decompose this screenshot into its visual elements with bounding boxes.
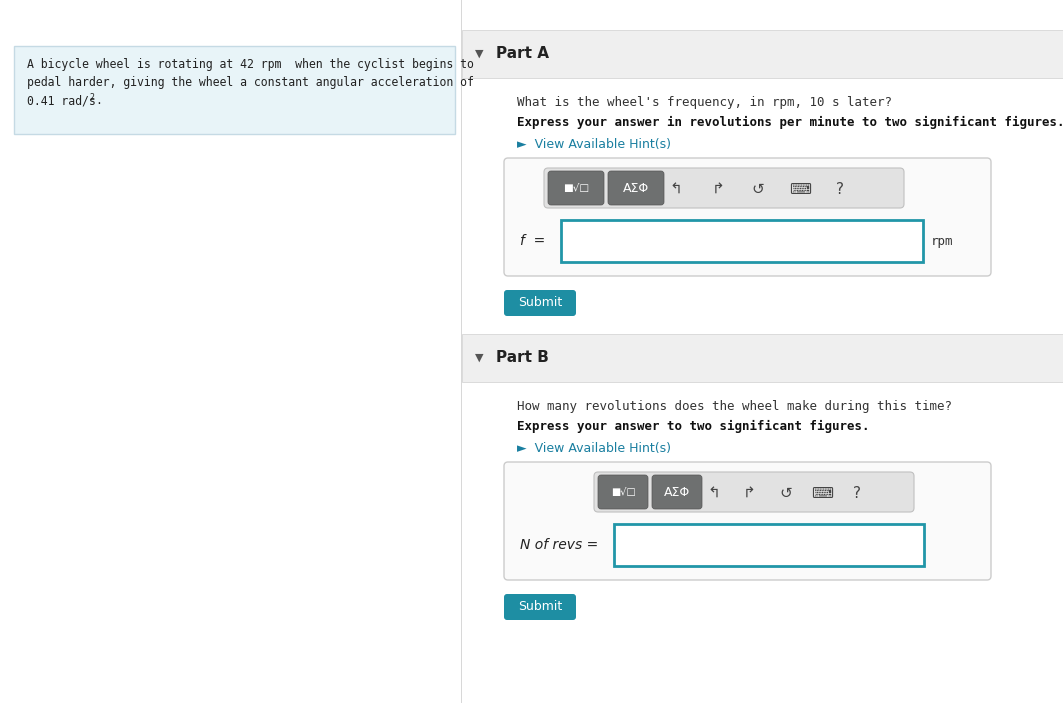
Text: Express your answer to two significant figures.: Express your answer to two significant f… [517, 420, 870, 433]
FancyBboxPatch shape [504, 594, 576, 620]
Text: ?: ? [836, 181, 844, 197]
Text: ↺: ↺ [752, 181, 764, 197]
FancyBboxPatch shape [608, 171, 664, 205]
FancyBboxPatch shape [504, 462, 991, 580]
Text: ■√□: ■√□ [610, 487, 636, 497]
Text: 2: 2 [89, 93, 94, 102]
Bar [462, 334, 1063, 382]
Text: ↰: ↰ [708, 486, 721, 501]
Text: .: . [95, 94, 102, 107]
FancyBboxPatch shape [544, 168, 904, 208]
Text: ↰: ↰ [670, 181, 682, 197]
Text: ΑΣΦ: ΑΣΦ [623, 181, 649, 195]
Text: N of revs =: N of revs = [520, 538, 598, 552]
FancyBboxPatch shape [598, 475, 648, 509]
Text: ?: ? [853, 486, 861, 501]
Text: ↱: ↱ [711, 181, 724, 197]
FancyBboxPatch shape [549, 171, 604, 205]
Text: Submit: Submit [518, 600, 562, 614]
Bar [14, 46, 455, 134]
Text: ΑΣΦ: ΑΣΦ [664, 486, 690, 498]
Text: Part A: Part A [496, 46, 549, 60]
Text: Express your answer in revolutions per minute to two significant figures.: Express your answer in revolutions per m… [517, 116, 1063, 129]
FancyBboxPatch shape [594, 472, 914, 512]
Text: rpm: rpm [931, 235, 954, 247]
Text: How many revolutions does the wheel make during this time?: How many revolutions does the wheel make… [517, 400, 952, 413]
Text: Submit: Submit [518, 297, 562, 309]
Text: ▼: ▼ [475, 49, 484, 59]
Text: 0.41 rad/s: 0.41 rad/s [27, 94, 96, 107]
FancyBboxPatch shape [504, 290, 576, 316]
Text: A bicycle wheel is rotating at 42 rpm  when the cyclist begins to: A bicycle wheel is rotating at 42 rpm wh… [27, 58, 474, 71]
Text: f  =: f = [520, 234, 545, 248]
Text: ►  View Available Hint(s): ► View Available Hint(s) [517, 442, 671, 455]
Text: Part B: Part B [496, 349, 549, 364]
Text: ■√□: ■√□ [563, 183, 589, 193]
Text: What is the wheel's frequency, in rpm, 10 s later?: What is the wheel's frequency, in rpm, 1… [517, 96, 892, 109]
FancyBboxPatch shape [652, 475, 702, 509]
Text: pedal harder, giving the wheel a constant angular acceleration of: pedal harder, giving the wheel a constan… [27, 76, 474, 89]
Bar [614, 524, 924, 566]
Bar [561, 220, 923, 262]
Text: ⌨: ⌨ [789, 181, 811, 197]
Text: ⌨: ⌨ [811, 486, 833, 501]
Text: ↺: ↺ [779, 486, 792, 501]
Bar [462, 30, 1063, 78]
Text: ▼: ▼ [475, 353, 484, 363]
Text: ►  View Available Hint(s): ► View Available Hint(s) [517, 138, 671, 151]
FancyBboxPatch shape [504, 158, 991, 276]
Text: ↱: ↱ [743, 486, 756, 501]
